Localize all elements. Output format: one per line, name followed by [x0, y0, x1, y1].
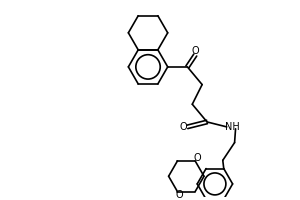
- Text: O: O: [193, 153, 201, 163]
- Text: O: O: [191, 46, 199, 56]
- Text: O: O: [180, 122, 187, 132]
- Text: O: O: [176, 190, 183, 200]
- Text: NH: NH: [225, 122, 240, 132]
